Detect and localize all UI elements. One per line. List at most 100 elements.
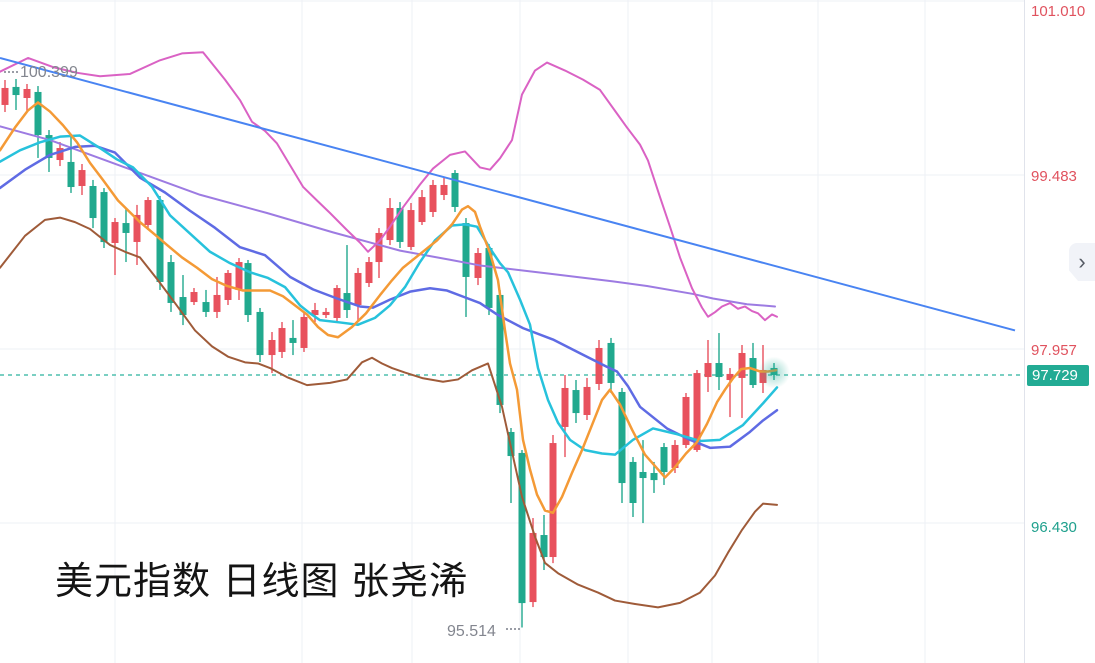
candle-body	[650, 473, 658, 481]
candle-body	[23, 88, 31, 99]
candle-body	[311, 310, 319, 316]
trendlines[interactable]	[0, 57, 1016, 332]
candle	[179, 275, 187, 326]
candle-body	[89, 185, 97, 219]
candle-body	[12, 86, 20, 96]
current-price-label: 97.729	[1027, 364, 1089, 386]
candle	[749, 342, 757, 388]
candle	[156, 196, 164, 290]
candles-series	[1, 78, 778, 628]
candle	[343, 245, 351, 318]
candle	[660, 443, 668, 485]
candle	[1, 79, 9, 113]
axis-price-label: 97.957	[1031, 342, 1077, 359]
candle	[595, 339, 603, 391]
candle	[256, 307, 264, 362]
candle-body	[607, 342, 615, 383]
candle-body	[244, 263, 252, 316]
candle	[100, 188, 108, 249]
candle-body	[451, 173, 459, 207]
candle-body	[278, 328, 286, 352]
candle	[354, 267, 362, 322]
candle-body	[300, 316, 308, 348]
candle-body	[144, 200, 152, 225]
ma-cyan-line	[0, 134, 779, 456]
candle-body	[333, 288, 341, 318]
candle-body	[133, 214, 141, 242]
candle	[133, 204, 141, 265]
candle-body	[322, 311, 330, 316]
axis-price-label: 99.483	[1031, 168, 1077, 185]
candle-body	[595, 347, 603, 384]
last-price-glow	[758, 356, 790, 389]
candle-body	[496, 294, 504, 405]
indicator-lines	[0, 51, 779, 609]
candle-body	[268, 339, 276, 356]
price-level-label: 95.514	[447, 623, 496, 640]
collapse-panel-button[interactable]: ›	[1069, 243, 1095, 281]
candle-body	[365, 262, 373, 284]
candle-body	[396, 207, 404, 242]
candle-body	[540, 535, 548, 558]
candle	[375, 228, 383, 278]
candle	[167, 254, 175, 312]
candle-body	[749, 358, 757, 386]
candle-body	[111, 222, 119, 243]
candle	[607, 337, 615, 393]
candle	[407, 202, 415, 251]
candle-body	[289, 337, 297, 343]
candle	[213, 276, 221, 318]
candle	[300, 311, 308, 352]
candle	[629, 457, 637, 518]
candle-body	[440, 184, 448, 196]
candle-body	[671, 444, 679, 469]
candle-body	[693, 373, 701, 450]
band-lower-brown-line	[0, 216, 778, 609]
candle-body	[660, 447, 668, 472]
candle-body	[407, 210, 415, 247]
candle	[474, 248, 482, 286]
chart-title-watermark: 美元指数 日线图 张尧浠	[55, 561, 469, 603]
trendline-blue[interactable]	[0, 57, 1016, 332]
candle-body	[156, 200, 164, 282]
candle	[235, 258, 243, 300]
candle-body	[618, 391, 626, 484]
ma-indigo-line	[0, 144, 779, 450]
candle	[738, 345, 746, 418]
candle-body	[167, 262, 175, 303]
chart-canvas[interactable]	[0, 0, 1025, 663]
candle-body	[190, 292, 198, 303]
candle-body	[549, 443, 557, 558]
candle-body	[213, 294, 221, 312]
candle	[396, 202, 404, 249]
candle-body	[429, 184, 437, 212]
candle	[715, 333, 723, 391]
candle-body	[67, 161, 75, 188]
candle-body	[375, 232, 383, 263]
candle	[572, 380, 580, 423]
candle-body	[202, 302, 210, 312]
candle-body	[256, 311, 264, 356]
candle-body	[354, 272, 362, 306]
candle	[144, 197, 152, 230]
dotted-marker	[4, 71, 18, 73]
candle	[583, 377, 591, 421]
axis-price-label: 101.010	[1031, 3, 1086, 20]
candle-body	[56, 148, 64, 161]
candle-body	[518, 452, 526, 604]
candle	[322, 307, 330, 318]
price-axis[interactable]: 101.010 99.483 97.957 96.430 97.729	[1024, 0, 1095, 663]
dotted-marker	[506, 628, 520, 630]
candle-body	[639, 471, 647, 479]
candle	[311, 302, 319, 322]
candle	[56, 142, 64, 167]
candle	[429, 179, 437, 218]
band-upper-magenta-line	[0, 51, 778, 322]
candle	[549, 434, 557, 564]
candle-body	[529, 532, 537, 603]
candle	[561, 374, 569, 458]
last-candle-glow	[758, 356, 790, 389]
candle-body	[682, 396, 690, 445]
candle-body	[726, 373, 734, 381]
